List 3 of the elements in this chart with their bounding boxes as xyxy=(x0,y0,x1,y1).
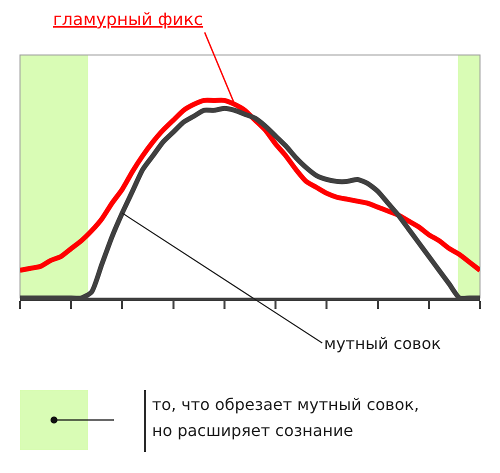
text: гламурный фикс xyxy=(53,10,204,30)
text: то, что обрезает мутный совок, но расширяет сознание xyxy=(152,394,420,442)
text: мутный совок xyxy=(324,334,442,353)
